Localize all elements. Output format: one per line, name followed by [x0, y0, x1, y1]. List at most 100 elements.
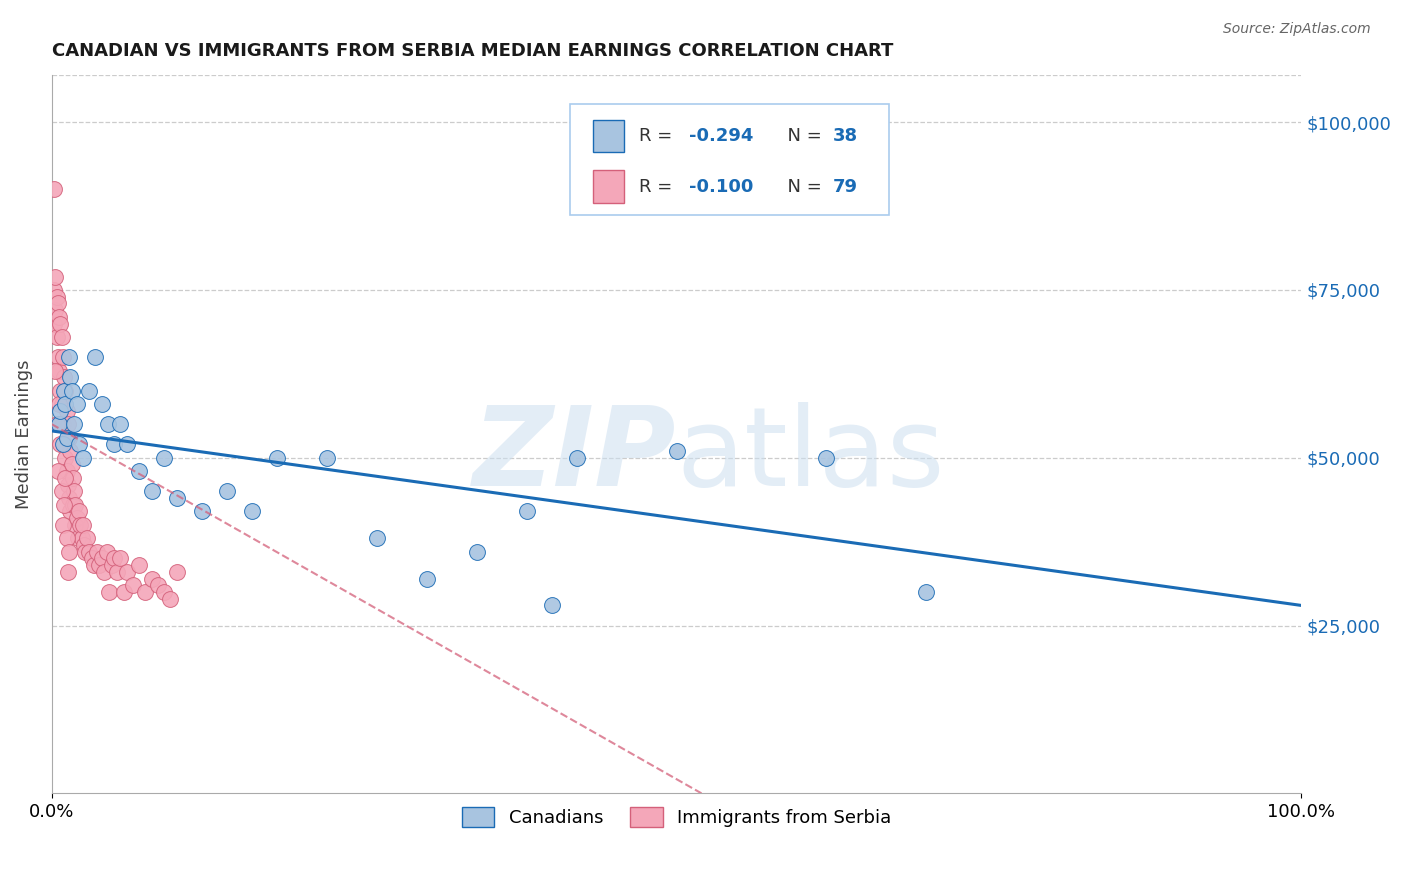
Point: [77, 384, 100, 398]
Point: [51, 484, 73, 499]
Point: [59, 444, 82, 458]
Point: [58, 350, 80, 364]
Point: [90, 551, 112, 566]
Point: [190, 504, 212, 518]
Point: [66, 511, 89, 525]
Point: [66, 531, 89, 545]
Text: 38: 38: [832, 128, 858, 145]
Text: R =: R =: [638, 128, 678, 145]
Y-axis label: Median Earnings: Median Earnings: [15, 359, 32, 509]
Point: [84, 350, 107, 364]
Point: [65, 498, 87, 512]
Point: [48, 310, 70, 324]
Point: [141, 572, 163, 586]
Point: [55, 464, 77, 478]
Point: [55, 531, 77, 545]
Text: 79: 79: [832, 178, 858, 195]
Point: [134, 585, 156, 599]
Point: [60, 384, 83, 398]
Text: R =: R =: [638, 178, 678, 195]
Text: ZIP: ZIP: [472, 402, 676, 509]
Point: [66, 397, 89, 411]
Point: [69, 517, 91, 532]
Point: [44, 317, 66, 331]
Text: -0.100: -0.100: [689, 178, 754, 195]
Point: [52, 350, 75, 364]
Bar: [593, 170, 624, 202]
Point: [56, 417, 79, 432]
Point: [44, 363, 66, 377]
Point: [72, 450, 94, 465]
Point: [315, 450, 337, 465]
Point: [67, 504, 90, 518]
Point: [55, 397, 77, 411]
Point: [53, 384, 76, 398]
Point: [266, 450, 288, 465]
Point: [103, 437, 125, 451]
Point: [153, 450, 176, 465]
Point: [415, 572, 437, 586]
Point: [53, 498, 76, 512]
Text: CANADIAN VS IMMIGRANTS FROM SERBIA MEDIAN EARNINGS CORRELATION CHART: CANADIAN VS IMMIGRANTS FROM SERBIA MEDIA…: [52, 42, 893, 60]
Point: [70, 531, 93, 545]
Legend: Canadians, Immigrants from Serbia: Canadians, Immigrants from Serbia: [454, 800, 898, 835]
Point: [51, 397, 73, 411]
Point: [45, 290, 67, 304]
Point: [240, 504, 263, 518]
Point: [49, 404, 72, 418]
Point: [100, 558, 122, 573]
Point: [915, 585, 938, 599]
Point: [366, 531, 388, 545]
Point: [122, 578, 145, 592]
Point: [55, 471, 77, 485]
Point: [44, 269, 66, 284]
Point: [48, 363, 70, 377]
Point: [63, 417, 86, 432]
Point: [540, 599, 562, 613]
Point: [49, 384, 72, 398]
Point: [46, 296, 69, 310]
Point: [166, 565, 188, 579]
Point: [44, 283, 66, 297]
Point: [52, 437, 75, 451]
Point: [58, 491, 80, 505]
Point: [56, 477, 79, 491]
Point: [62, 498, 84, 512]
Point: [56, 565, 79, 579]
Point: [75, 545, 97, 559]
Point: [215, 484, 238, 499]
Point: [665, 444, 688, 458]
Point: [52, 417, 75, 432]
Point: [115, 565, 138, 579]
Point: [65, 517, 87, 532]
Point: [45, 417, 67, 432]
Point: [86, 545, 108, 559]
Point: [44, 182, 66, 196]
Point: [49, 317, 72, 331]
Point: [112, 585, 135, 599]
Point: [46, 350, 69, 364]
Point: [93, 565, 115, 579]
Point: [46, 464, 69, 478]
Point: [146, 578, 169, 592]
Point: [77, 545, 100, 559]
Text: -0.294: -0.294: [689, 128, 754, 145]
Point: [55, 384, 77, 398]
Point: [58, 431, 80, 445]
Point: [55, 450, 77, 465]
Point: [90, 397, 112, 411]
Point: [96, 545, 118, 559]
Text: N =: N =: [776, 128, 828, 145]
Point: [48, 417, 70, 432]
Point: [110, 417, 132, 432]
Point: [72, 517, 94, 532]
Point: [166, 491, 188, 505]
Point: [59, 504, 82, 518]
Point: [80, 551, 103, 566]
Point: [44, 303, 66, 318]
Point: [105, 565, 128, 579]
Text: N =: N =: [776, 178, 828, 195]
Point: [59, 370, 82, 384]
Point: [55, 404, 77, 418]
Point: [48, 397, 70, 411]
